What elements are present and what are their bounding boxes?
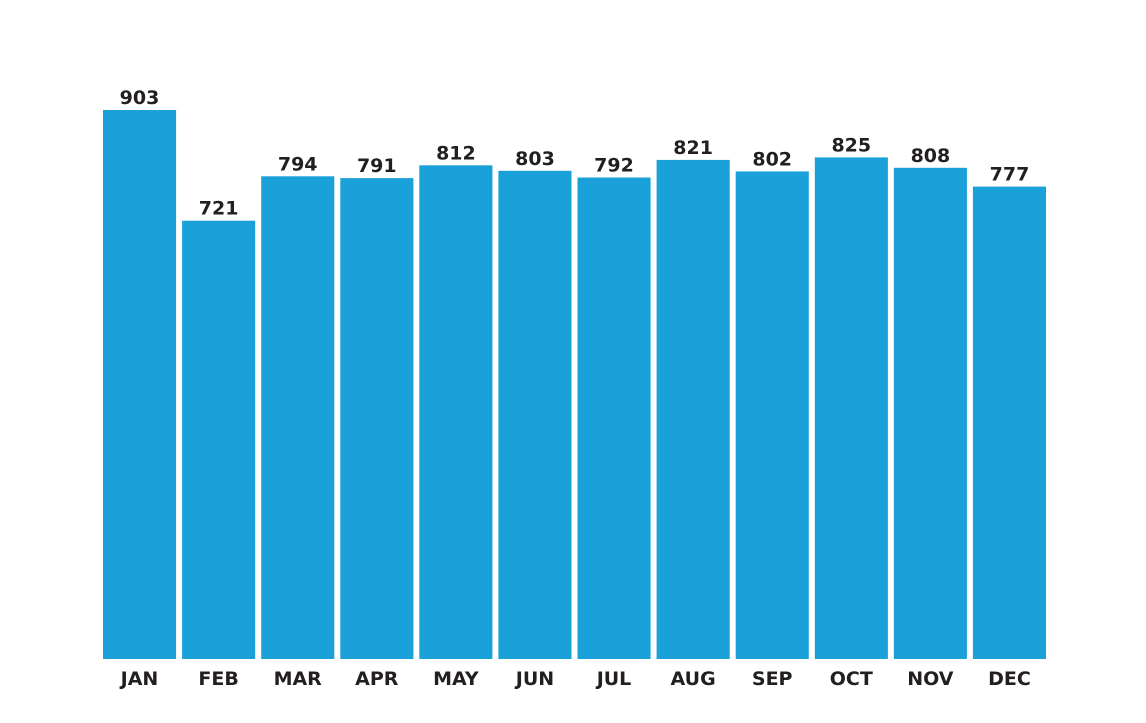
category-label-sep: SEP [752,668,793,690]
category-labels-group: JAN FEB MAR APR MAY JUN JUL AUG SEP OCT NOV DEC [119,668,1031,690]
value-label-jan: 903 [120,87,160,109]
value-label-jul: 792 [594,155,634,177]
bar-oct [814,157,888,659]
value-label-oct: 825 [831,134,871,156]
value-label-may: 812 [436,142,476,164]
value-label-jun: 803 [515,148,555,170]
category-label-mar: MAR [274,668,323,690]
bars-group [103,110,1046,660]
category-label-jul: JUL [595,668,632,690]
bar-sep [735,171,809,659]
category-label-apr: APR [355,668,399,690]
category-label-jun: JUN [514,668,554,690]
bar-mar [261,176,335,660]
category-label-nov: NOV [907,668,954,690]
category-label-oct: OCT [830,668,873,690]
category-label-dec: DEC [988,668,1031,690]
category-label-jan: JAN [119,668,159,690]
bar-jun [498,170,572,660]
category-label-aug: AUG [671,668,716,690]
bar-jan [103,110,177,659]
value-label-sep: 802 [752,148,792,170]
value-label-aug: 821 [673,137,713,159]
value-label-nov: 808 [911,145,951,167]
bar-feb [182,220,256,659]
value-label-apr: 791 [357,155,397,177]
value-labels-group: 903 721 794 791 812 803 792 821 802 825 808 777 [120,87,1030,220]
value-label-dec: 777 [990,164,1030,186]
bar-apr [340,178,414,659]
category-label-may: MAY [433,668,479,690]
bar-aug [656,159,730,659]
bar-nov [893,167,967,660]
value-label-feb: 721 [199,198,239,220]
value-label-mar: 794 [278,153,318,175]
bar-dec [972,186,1046,659]
category-label-feb: FEB [198,668,238,690]
bar-may [419,165,493,660]
bar-jul [577,177,651,659]
